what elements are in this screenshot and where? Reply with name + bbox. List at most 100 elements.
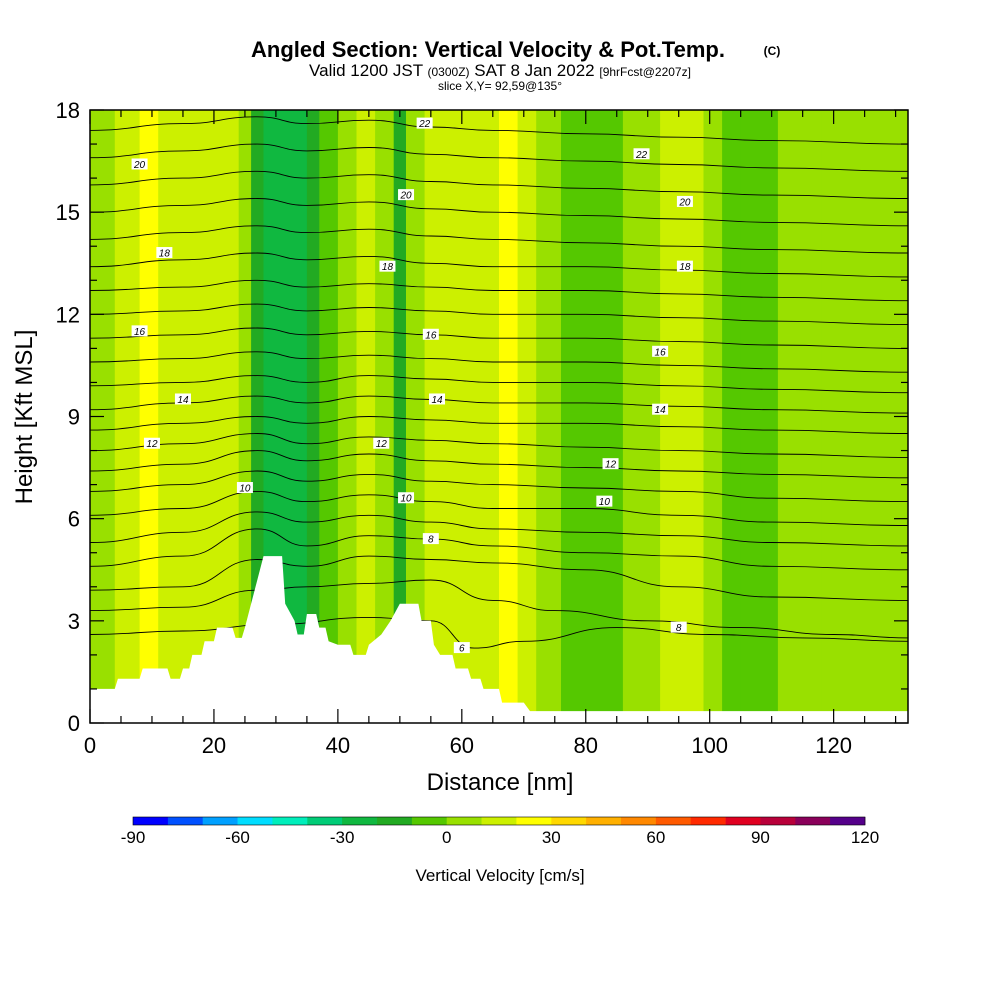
colorbar-swatch xyxy=(830,817,866,825)
isentrope-line xyxy=(90,351,908,373)
isentrope-label-bg xyxy=(131,325,148,337)
velocity-band xyxy=(294,110,308,723)
isentrope-label: 18 xyxy=(679,262,691,273)
colorbar-swatch xyxy=(202,817,238,825)
x-tick-label: 120 xyxy=(815,733,852,758)
isentrope-line xyxy=(90,511,908,547)
velocity-band xyxy=(703,110,723,723)
isentrope-label-bg xyxy=(416,117,433,129)
isentrope-label-bg xyxy=(676,195,693,207)
colorbar-tick-label: -90 xyxy=(121,828,146,847)
x-axis-label: Distance [nm] xyxy=(427,769,574,796)
isentrope-label: 10 xyxy=(400,494,412,505)
isentrope-label-bg xyxy=(174,393,191,405)
isentrope-label-bg xyxy=(373,437,390,449)
velocity-band xyxy=(474,110,500,723)
isentrope-label-bg xyxy=(236,482,253,494)
isentrope-label: 10 xyxy=(239,484,251,495)
velocity-band xyxy=(176,110,203,723)
colorbar-swatch xyxy=(795,817,831,825)
velocity-band xyxy=(536,110,562,723)
subtitle-prefix: Valid 1200 JST xyxy=(309,61,423,80)
terrain-mask xyxy=(90,556,908,723)
y-tick-label: 9 xyxy=(68,405,80,430)
y-axis: 0 3 6 9 12 15 18 xyxy=(56,98,908,736)
x-tick-label: 20 xyxy=(202,733,226,758)
colorbar-swatch xyxy=(586,817,622,825)
colorbar-swatch xyxy=(516,817,552,825)
subtitle-fcst: [9hrFcst@2207z] xyxy=(599,65,691,79)
isentrope-label-bg xyxy=(422,328,439,340)
velocity-band xyxy=(201,110,221,723)
colorbar-tick-label: 60 xyxy=(646,828,665,847)
velocity-band xyxy=(393,110,407,723)
chart-title-unit: (C) xyxy=(764,44,781,58)
isentrope-line xyxy=(90,470,908,503)
velocity-band xyxy=(604,110,624,723)
velocity-band xyxy=(777,110,798,723)
x-tick-label: 100 xyxy=(691,733,728,758)
isentrope-label: 16 xyxy=(425,330,437,341)
chart-title: Angled Section: Vertical Velocity & Pot.… xyxy=(251,37,725,62)
isentrope-label-bg xyxy=(602,458,619,470)
isentrope-label: 14 xyxy=(177,395,189,406)
isentrope-label: 22 xyxy=(418,119,431,130)
y-tick-label: 3 xyxy=(68,609,80,634)
isentrope-label-bg xyxy=(652,403,669,415)
isentrope-line xyxy=(90,490,908,526)
y-tick-label: 18 xyxy=(56,98,80,123)
isentrope-label: 8 xyxy=(428,535,434,546)
isentrope-line xyxy=(90,555,908,601)
colorbar-swatch xyxy=(342,817,378,825)
isentrope-line xyxy=(90,416,908,434)
isentrope-line xyxy=(90,303,908,326)
velocity-band xyxy=(275,110,286,723)
isentrope-label: 14 xyxy=(431,395,443,406)
colorbar-swatch xyxy=(377,817,413,825)
colorbar-tick-label: 90 xyxy=(751,828,770,847)
colorbar-swatch xyxy=(621,817,657,825)
isentrope-label: 20 xyxy=(678,197,691,208)
velocity-band xyxy=(139,110,159,723)
isentrope-label: 16 xyxy=(134,327,146,338)
colorbar-swatch xyxy=(655,817,692,825)
isentrope-labels: 6 8 8 10 10 10 12 12 12 14 14 14 16 16 16 18 18 18 20 20 20 2… xyxy=(131,117,693,655)
isentrope-label-bg xyxy=(131,158,148,170)
velocity-band xyxy=(796,110,822,723)
colorbar-tick-label: 0 xyxy=(442,828,451,847)
isentrope-label: 14 xyxy=(655,405,667,416)
velocity-field xyxy=(90,110,908,723)
isentrope-label: 12 xyxy=(605,460,617,471)
isentrope-line xyxy=(90,198,908,227)
velocity-band xyxy=(499,110,519,723)
plot-area xyxy=(90,110,908,723)
isentrope-label-bg xyxy=(422,533,439,545)
velocity-band xyxy=(306,110,320,723)
isentrope-line xyxy=(90,225,908,254)
velocity-band xyxy=(285,110,296,723)
slice-label: slice X,Y= 92,59@135° xyxy=(438,79,562,93)
isentrope-label: 18 xyxy=(159,249,171,260)
isentrope-line xyxy=(90,616,908,649)
velocity-band xyxy=(846,110,872,723)
isentrope-label-bg xyxy=(633,148,650,160)
velocity-band xyxy=(158,110,178,723)
isentrope-line xyxy=(90,143,908,172)
isentrope-label: 16 xyxy=(655,347,667,358)
colorbar-swatch xyxy=(760,817,796,825)
velocity-band xyxy=(622,110,643,723)
x-axis: 0 20 40 60 80 100 120 xyxy=(84,110,897,758)
isentrope-label: 6 xyxy=(459,644,465,655)
velocity-band xyxy=(449,110,475,723)
colorbar-swatch xyxy=(725,817,761,825)
velocity-band xyxy=(561,110,587,723)
colorbar-swatch xyxy=(551,817,587,825)
colorbar-swatch xyxy=(133,817,169,825)
colorbar-swatch xyxy=(690,817,726,825)
isentrope-label-bg xyxy=(676,260,693,272)
x-tick-label: 80 xyxy=(574,733,598,758)
colorbar-swatch xyxy=(481,817,517,825)
colorbar-swatch xyxy=(307,817,343,825)
colorbar-label: Vertical Velocity [cm/s] xyxy=(415,866,584,885)
